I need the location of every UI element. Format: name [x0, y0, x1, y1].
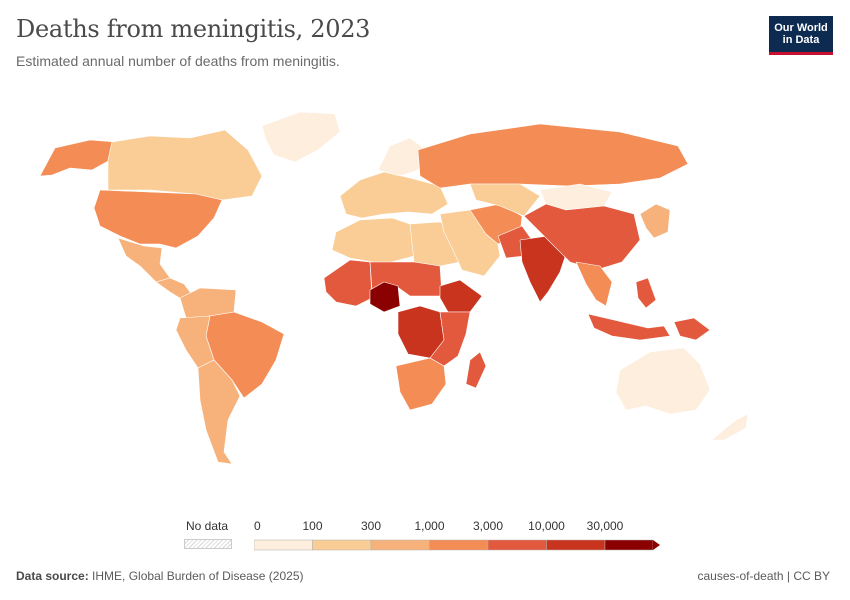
- legend-swatch-1[interactable]: [312, 539, 372, 551]
- legend-swatch-0[interactable]: [254, 539, 313, 551]
- legend-swatch-4[interactable]: [487, 539, 547, 551]
- footer-license[interactable]: causes-of-death | CC BY: [697, 569, 830, 583]
- region-japan-korea[interactable]: [639, 203, 671, 239]
- data-source: Data source: IHME, Global Burden of Dise…: [16, 569, 303, 583]
- region-nigeria[interactable]: [369, 281, 401, 313]
- chart-subtitle: Estimated annual number of deaths from m…: [16, 53, 340, 69]
- region-peru-bolivia[interactable]: [175, 315, 215, 369]
- region-western-europe[interactable]: [339, 171, 449, 219]
- region-southern-africa[interactable]: [395, 357, 447, 411]
- region-russia[interactable]: [417, 123, 689, 189]
- region-ethiopia[interactable]: [439, 279, 483, 313]
- region-papua[interactable]: [673, 317, 711, 341]
- region-greenland[interactable]: [261, 111, 341, 163]
- region-alaska[interactable]: [39, 139, 116, 177]
- region-new-zealand[interactable]: [711, 413, 749, 441]
- region-canada[interactable]: [107, 129, 263, 201]
- region-east-africa[interactable]: [429, 311, 471, 367]
- region-china[interactable]: [523, 203, 641, 271]
- legend-swatch-3[interactable]: [429, 539, 489, 551]
- region-madagascar[interactable]: [465, 351, 487, 389]
- legend-tick-label: 0: [254, 519, 261, 533]
- chart-title: Deaths from meningitis, 2023: [16, 15, 371, 43]
- legend-swatch-2[interactable]: [370, 539, 430, 551]
- legend-tick-label: 30,000: [586, 519, 624, 533]
- legend-swatch-5[interactable]: [546, 539, 606, 551]
- legend-tick-label: 100: [302, 519, 323, 533]
- region-indonesia[interactable]: [587, 313, 671, 341]
- data-source-label: Data source:: [16, 569, 89, 583]
- map-legend: No data 0 100 300 1,000 3,000 10,000 30,000: [0, 512, 850, 552]
- region-west-africa[interactable]: [323, 259, 373, 307]
- world-map: [39, 111, 749, 465]
- legend-no-data-swatch[interactable]: [184, 539, 232, 549]
- legend-tick-label: 3,000: [472, 519, 504, 533]
- legend-arrow: [653, 540, 660, 550]
- region-australia[interactable]: [615, 347, 711, 415]
- data-source-text: IHME, Global Burden of Disease (2025): [92, 569, 304, 583]
- legend-tick-label: 300: [360, 519, 382, 533]
- legend-tick-label: 10,000: [528, 519, 565, 533]
- owid-logo[interactable]: Our World in Data: [769, 16, 833, 55]
- legend-no-data-label: No data: [186, 519, 229, 533]
- region-argentina-chile[interactable]: [197, 359, 241, 465]
- owid-logo-text: Our World in Data: [774, 22, 828, 46]
- region-philippines[interactable]: [635, 277, 657, 309]
- region-north-africa[interactable]: [331, 217, 415, 265]
- legend-color-bar: [254, 539, 660, 551]
- legend-swatch-6[interactable]: [604, 539, 654, 551]
- region-usa[interactable]: [93, 189, 223, 249]
- legend-tick-label: 1,000: [414, 519, 445, 533]
- region-southeast-asia[interactable]: [575, 261, 613, 307]
